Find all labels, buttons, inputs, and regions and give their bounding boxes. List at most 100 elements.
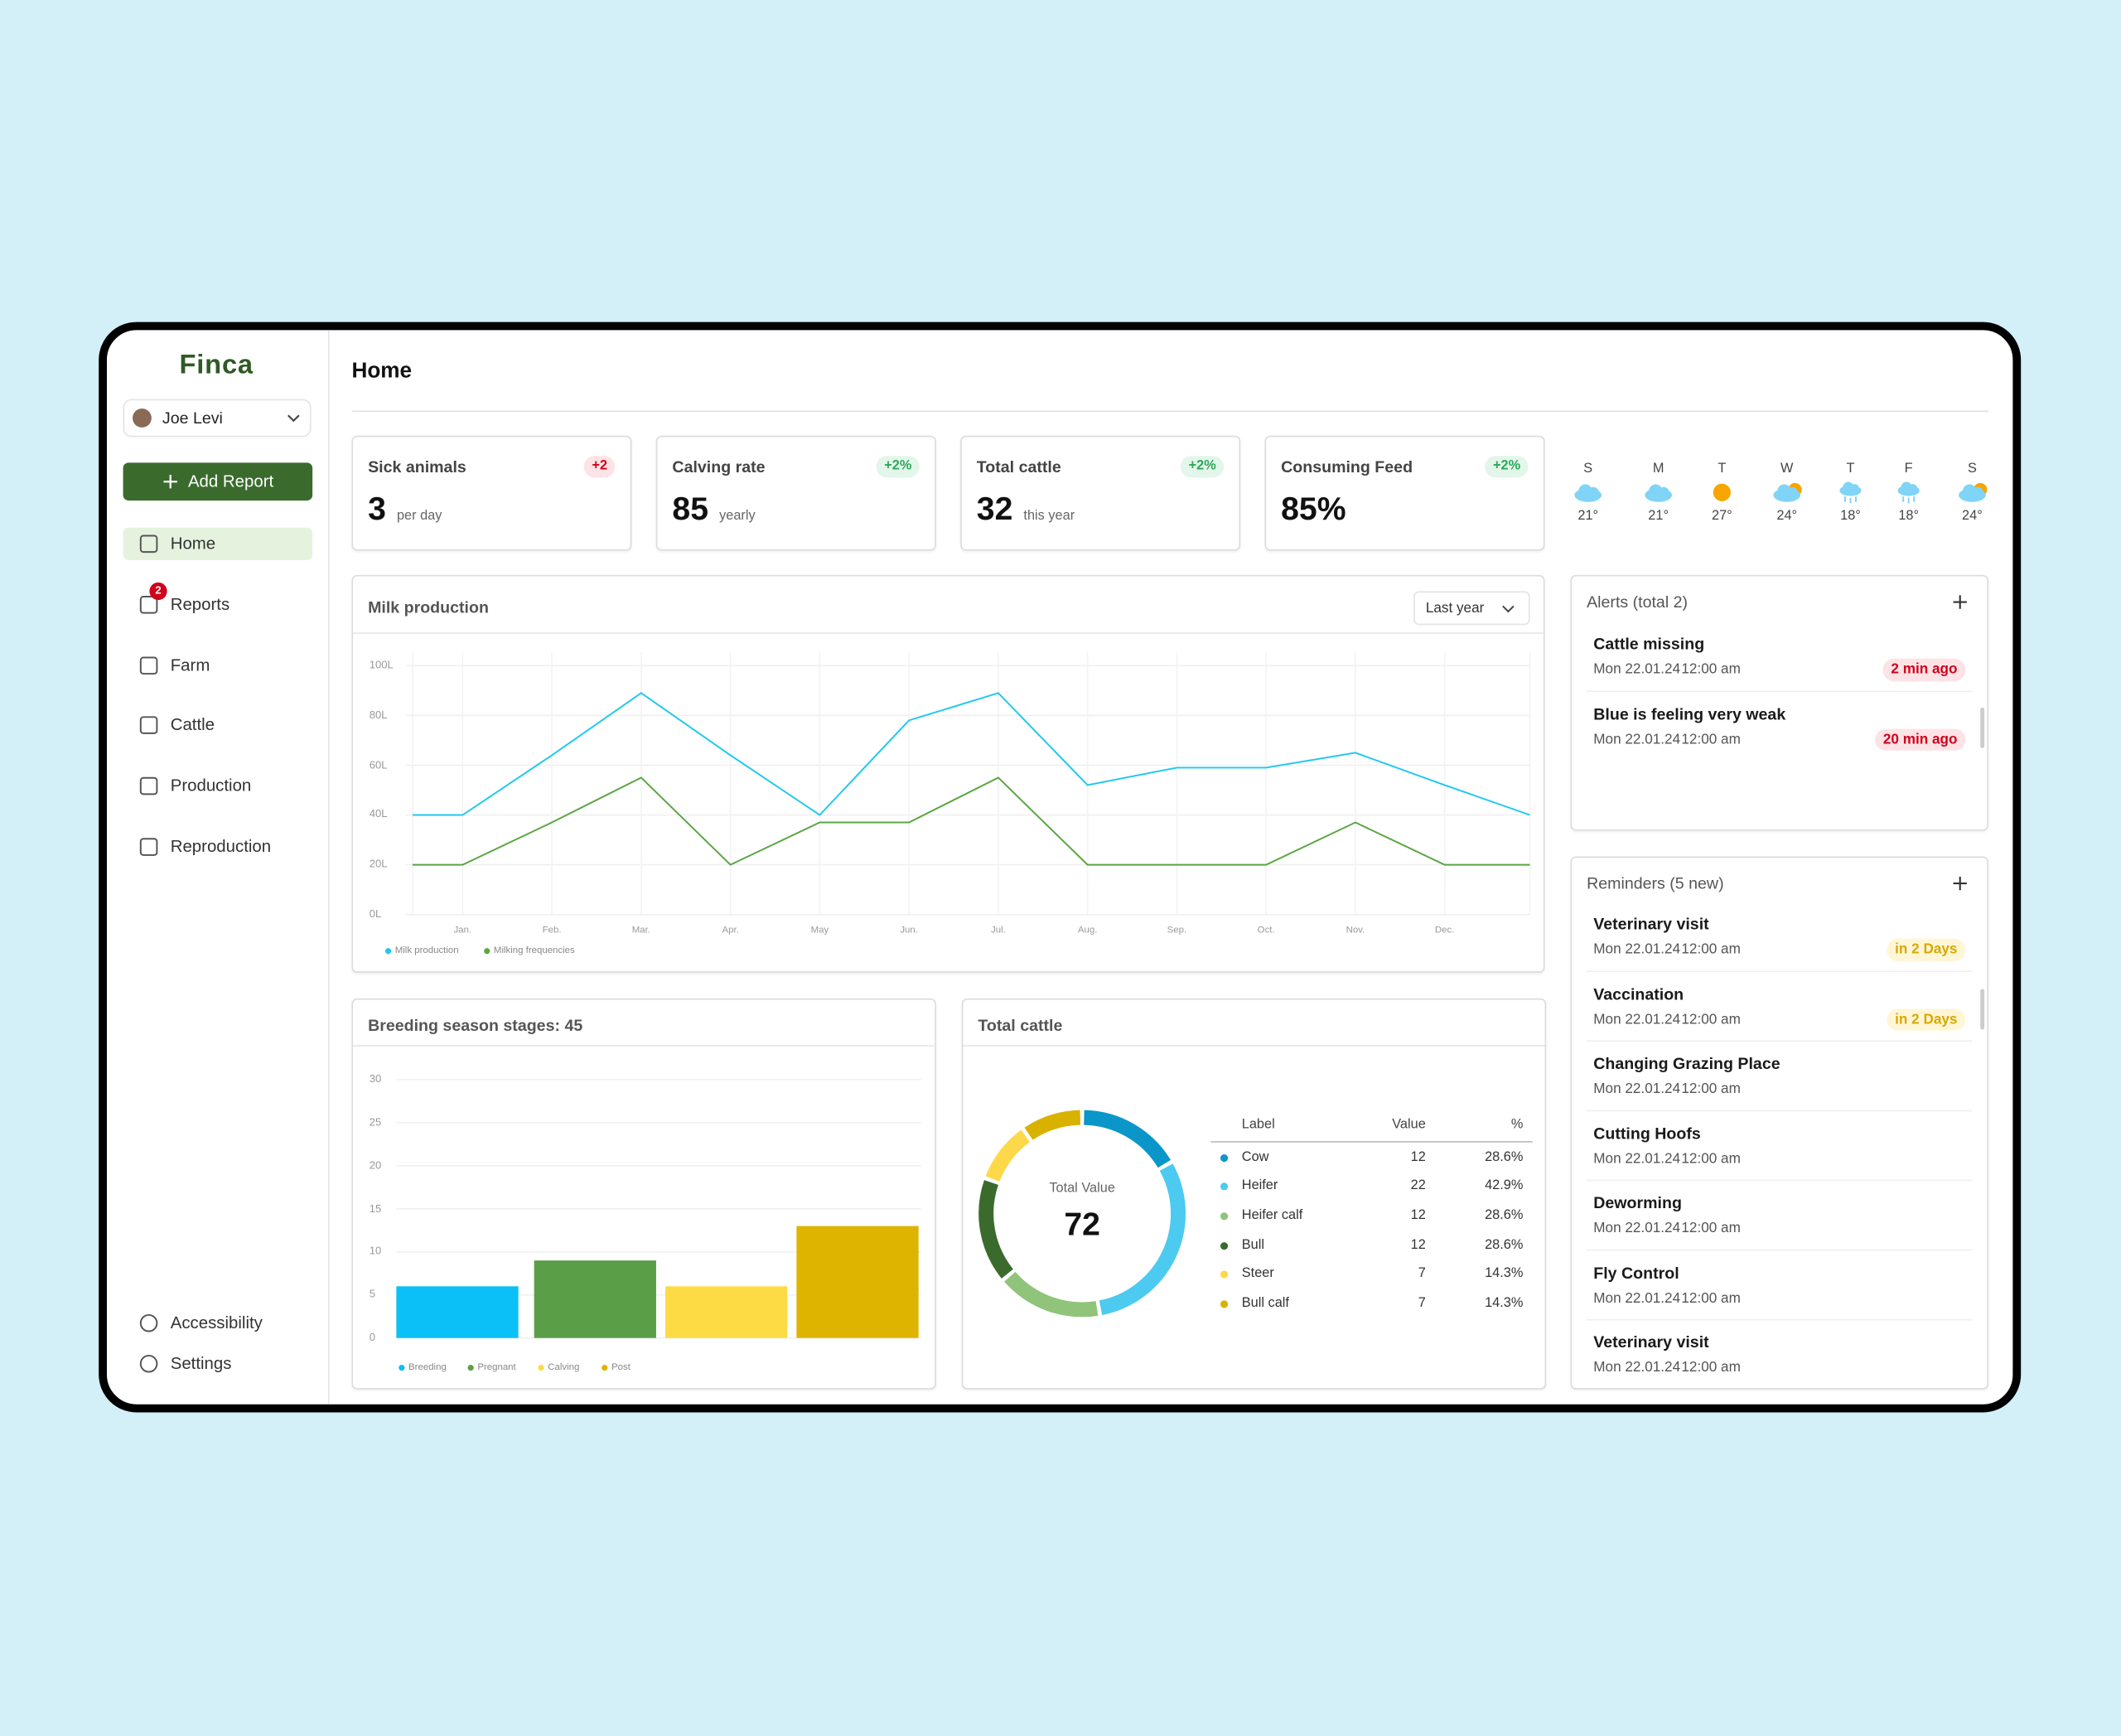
item-title: Veterinary visit (1593, 1332, 1709, 1352)
rain (1902, 496, 1916, 504)
stat-value: 3 (368, 491, 386, 528)
add-icon[interactable] (1953, 876, 1967, 891)
table-share: 14.3% (1485, 1266, 1524, 1282)
panel-title: Milk production (368, 597, 489, 617)
legend-swatch (1220, 1242, 1229, 1250)
add-report-button[interactable] (123, 462, 313, 501)
cloud (1972, 486, 1983, 498)
plus-icon (163, 475, 177, 489)
x-tick-label: Dec. (1434, 926, 1455, 936)
page-title: Home (351, 360, 413, 384)
stat-value-row: 85% (1281, 493, 1346, 526)
y-tick-label: 20L (369, 858, 388, 871)
weather-temp: 18° (1898, 508, 1920, 524)
add-report-label: Add Report (187, 471, 274, 491)
milk-panel (351, 574, 1545, 973)
donut-segment (1024, 1110, 1081, 1140)
stat-title: Total cattle (976, 457, 1061, 476)
item-date: Mon 22.01.24 (1593, 660, 1681, 678)
nav-icon (139, 596, 158, 614)
panel-title: Breeding season stages: 45 (368, 1016, 583, 1035)
legend-swatch (1220, 1153, 1229, 1163)
y-tick-label: 100L (369, 659, 394, 671)
stat-title: Sick animals (368, 457, 466, 476)
table-label: Bull (1241, 1237, 1265, 1253)
table-share: 28.6% (1485, 1207, 1524, 1223)
item-date: Mon 22.01.24 (1593, 1289, 1681, 1306)
cloud (1658, 486, 1669, 498)
item-date: Mon 22.01.24 (1593, 1220, 1681, 1236)
stat-title: Calving rate (672, 457, 766, 476)
y-tick-label: 15 (369, 1202, 382, 1215)
stat-badge: +2% (1485, 456, 1529, 478)
weather-day: T (1846, 461, 1855, 476)
x-tick-label: Jan. (453, 926, 472, 936)
stat-unit: per day (396, 508, 442, 524)
table-label: Heifer (1241, 1178, 1278, 1193)
nav-item: Reproduction (170, 837, 272, 857)
donut-segment (1099, 1163, 1186, 1316)
footer-item: Accessibility (170, 1313, 263, 1332)
nav-item: Reports (170, 594, 230, 614)
weather-temp: 24° (1962, 508, 1983, 524)
item-title: Changing Grazing Place (1593, 1053, 1780, 1073)
stat-badge: +2 (583, 456, 616, 478)
cloud (1786, 486, 1798, 498)
item-badge: 20 min ago (1875, 728, 1966, 751)
add-icon[interactable] (1953, 595, 1967, 609)
table-header: Label (1241, 1117, 1275, 1133)
bar (396, 1286, 519, 1338)
stat-card (1264, 435, 1545, 551)
nav-item: Home (170, 534, 216, 554)
stat-title: Consuming Feed (1281, 457, 1413, 476)
x-tick-label: Jun. (900, 926, 918, 936)
x-tick-label: Feb. (542, 926, 562, 936)
item-time: 12:00 am (1681, 1289, 1741, 1306)
weather-temp: 27° (1712, 508, 1732, 524)
table-value: 12 (1410, 1237, 1426, 1253)
stat-card (351, 435, 632, 551)
table-label: Cow (1241, 1149, 1269, 1165)
chevron (1502, 605, 1515, 613)
x-tick-label: Apr. (722, 926, 739, 936)
x-tick-label: Sep. (1167, 926, 1187, 936)
stat-badge: +2% (1180, 456, 1225, 478)
legend-swatch (1220, 1270, 1229, 1279)
user-select[interactable] (123, 399, 312, 438)
item-title: Blue is feeling very weak (1593, 704, 1786, 723)
legend-swatch (538, 1365, 544, 1371)
footer-item: Settings (170, 1353, 232, 1373)
y-tick-label: 5 (369, 1288, 375, 1301)
table-value: 7 (1418, 1266, 1426, 1282)
table-share: 14.3% (1485, 1296, 1524, 1312)
table-value: 12 (1410, 1207, 1426, 1223)
legend-swatch (1220, 1182, 1229, 1191)
table-header: % (1510, 1117, 1524, 1133)
stat-card (655, 435, 936, 551)
weather-day: T (1718, 461, 1727, 476)
chevron (287, 414, 300, 423)
table-header: Value (1392, 1117, 1426, 1133)
legend-label: Milking frequencies (493, 946, 575, 956)
weather-temp: 24° (1776, 508, 1798, 524)
user-name: Joe Levi (162, 409, 223, 428)
item-time: 12:00 am (1681, 1220, 1741, 1236)
stat-unit: this year (1023, 508, 1075, 524)
legend-swatch (384, 948, 392, 955)
y-tick-label: 30 (369, 1072, 382, 1086)
table-value: 12 (1410, 1149, 1426, 1165)
y-tick-label: 10 (369, 1245, 382, 1258)
table-value: 7 (1418, 1296, 1426, 1312)
item-time: 12:00 am (1681, 1150, 1741, 1167)
x-tick-label: Nov. (1346, 926, 1365, 936)
weather-temp: 21° (1577, 508, 1599, 524)
donut-center-label: Total Value (1049, 1181, 1115, 1197)
stat-value-row: 32 this year (977, 493, 1075, 526)
legend-swatch (602, 1365, 608, 1371)
donut-total: 72 (1064, 1206, 1100, 1244)
table-label: Bull calf (1241, 1296, 1289, 1312)
table-label: Steer (1241, 1266, 1274, 1282)
y-tick-label: 80L (369, 708, 388, 721)
